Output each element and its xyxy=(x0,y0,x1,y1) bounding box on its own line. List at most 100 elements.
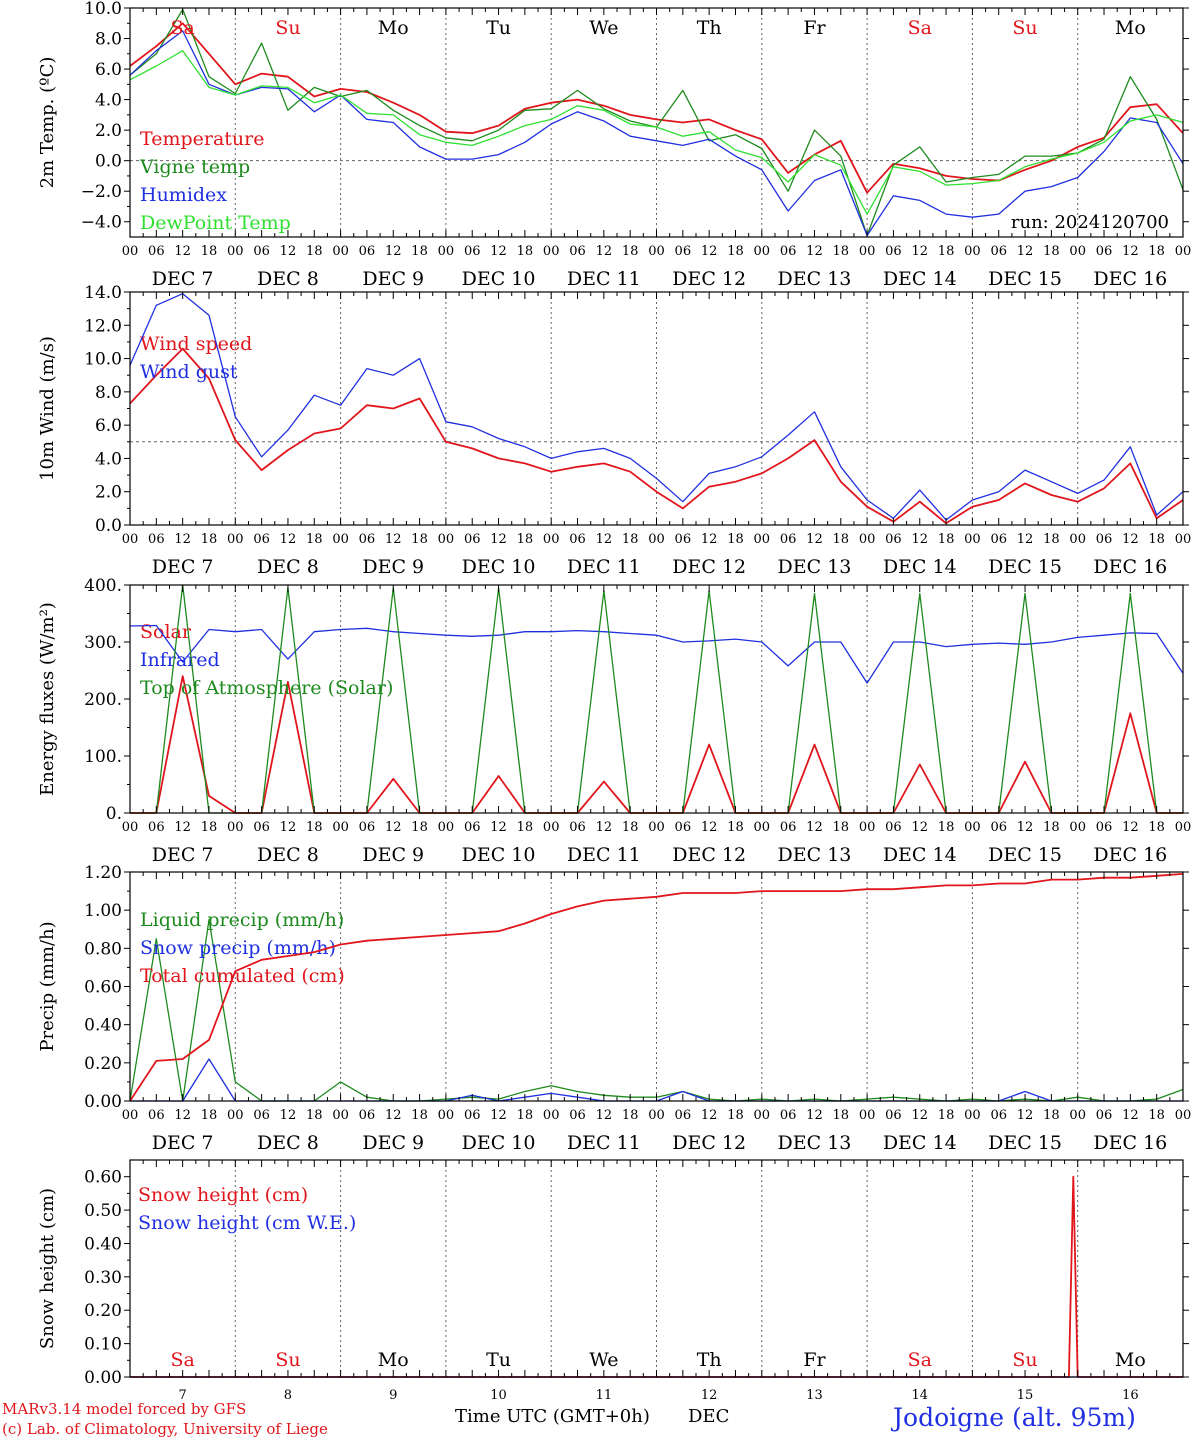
wind-date-label: DEC 9 xyxy=(362,556,424,578)
station-title: Jodoigne (alt. 95m) xyxy=(893,1403,1136,1432)
temp-y-axis-label: 2m Temp. (ºC) xyxy=(37,57,58,189)
precip-ytick-label: 0.80 xyxy=(84,939,122,959)
temp-date-label: DEC 12 xyxy=(672,268,746,290)
precip-hour-tick-label: 12 xyxy=(596,1108,613,1123)
wind-hour-tick-label: 18 xyxy=(1148,532,1165,547)
temp-hour-tick-label: 12 xyxy=(1122,244,1139,259)
energy-hour-tick-label: 12 xyxy=(490,820,507,835)
energy-hour-tick-label: 12 xyxy=(280,820,297,835)
temp-weekday-label: We xyxy=(589,17,618,39)
precip-hour-tick-label: 12 xyxy=(385,1108,402,1123)
precip-date-label: DEC 8 xyxy=(257,1132,319,1154)
temp-weekday-label: Sa xyxy=(908,17,932,39)
energy-hour-tick-label: 12 xyxy=(596,820,613,835)
model-credit: MARv3.14 model forced by GFS xyxy=(2,1400,247,1418)
snow-weekday-label: Su xyxy=(1012,1349,1037,1371)
bottom-day-number: 13 xyxy=(806,1388,823,1403)
precip-hour-tick-label: 00 xyxy=(227,1108,244,1123)
precip-date-label: DEC 12 xyxy=(672,1132,746,1154)
energy-date-label: DEC 13 xyxy=(778,844,852,866)
wind-hour-tick-label: 00 xyxy=(543,532,560,547)
energy-hour-tick-label: 18 xyxy=(306,820,323,835)
precip-hour-tick-label: 06 xyxy=(148,1108,165,1123)
temp-hour-tick-label: 12 xyxy=(174,244,191,259)
temp-ytick-label: 4.0 xyxy=(95,91,122,111)
temp-hour-tick-label: 18 xyxy=(1043,244,1060,259)
bottom-day-number: 7 xyxy=(179,1388,187,1403)
snow-y-axis-label: Snow height (cm) xyxy=(37,1188,58,1349)
precip-hour-tick-label: 18 xyxy=(938,1108,955,1123)
energy-y-axis-label: Energy fluxes (W/m²) xyxy=(37,602,58,796)
temp-hour-tick-label: 06 xyxy=(1096,244,1113,259)
temp-legend-entry: Humidex xyxy=(140,184,227,206)
precip-date-label: DEC 11 xyxy=(567,1132,641,1154)
energy-date-label: DEC 12 xyxy=(672,844,746,866)
wind-legend-entry: Wind gust xyxy=(140,361,238,383)
snow-legend-entry: Snow height (cm W.E.) xyxy=(138,1212,356,1234)
precip-ytick-label: 0.20 xyxy=(84,1054,122,1074)
precip-hour-tick-label: 12 xyxy=(490,1108,507,1123)
energy-hour-tick-label: 18 xyxy=(1043,820,1060,835)
energy-hour-tick-label: 00 xyxy=(1175,820,1192,835)
energy-hour-tick-label: 06 xyxy=(464,820,481,835)
energy-series-2-line xyxy=(130,584,1183,814)
wind-hour-tick-label: 12 xyxy=(701,532,718,547)
temp-legend-entry: Temperature xyxy=(140,128,264,150)
wind-hour-tick-label: 06 xyxy=(1096,532,1113,547)
wind-hour-tick-label: 06 xyxy=(885,532,902,547)
energy-hour-tick-label: 00 xyxy=(438,820,455,835)
temp-hour-tick-label: 00 xyxy=(227,244,244,259)
wind-hour-tick-label: 06 xyxy=(780,532,797,547)
wind-hour-tick-label: 00 xyxy=(859,532,876,547)
temp-weekday-label: Mo xyxy=(378,17,409,39)
temp-hour-tick-label: 00 xyxy=(964,244,981,259)
precip-ytick-label: 0.60 xyxy=(84,978,122,998)
snow-weekday-label: Mo xyxy=(1115,1349,1146,1371)
wind-hour-tick-label: 12 xyxy=(280,532,297,547)
temp-hour-tick-label: 18 xyxy=(938,244,955,259)
precip-ytick-label: 0.40 xyxy=(84,1016,122,1036)
precip-hour-tick-label: 18 xyxy=(1148,1108,1165,1123)
energy-hour-tick-label: 12 xyxy=(1017,820,1034,835)
wind-hour-tick-label: 12 xyxy=(806,532,823,547)
temp-hour-tick-label: 18 xyxy=(833,244,850,259)
precip-legend-entry: Liquid precip (mm/h) xyxy=(140,909,344,931)
bottom-day-number: 12 xyxy=(701,1388,718,1403)
snow-weekday-label: Su xyxy=(275,1349,300,1371)
precip-hour-tick-label: 18 xyxy=(411,1108,428,1123)
wind-date-label: DEC 15 xyxy=(988,556,1062,578)
wind-y-axis-label: 10m Wind (m/s) xyxy=(37,336,58,481)
precip-hour-tick-label: 18 xyxy=(622,1108,639,1123)
wind-hour-tick-label: 12 xyxy=(490,532,507,547)
wind-hour-tick-label: 06 xyxy=(464,532,481,547)
temp-date-label: DEC 9 xyxy=(362,268,424,290)
temp-hour-tick-label: 06 xyxy=(148,244,165,259)
wind-date-label: DEC 8 xyxy=(257,556,319,578)
wind-ytick-label: 14.0 xyxy=(84,283,122,303)
snow-ytick-label: 0.10 xyxy=(84,1335,122,1355)
snow-ytick-label: 0.30 xyxy=(84,1268,122,1288)
energy-hour-tick-label: 12 xyxy=(911,820,928,835)
precip-hour-tick-label: 06 xyxy=(359,1108,376,1123)
temp-hour-tick-label: 12 xyxy=(280,244,297,259)
precip-date-label: DEC 14 xyxy=(883,1132,957,1154)
temp-hour-tick-label: 06 xyxy=(780,244,797,259)
temp-hour-tick-label: 12 xyxy=(385,244,402,259)
energy-date-label: DEC 14 xyxy=(883,844,957,866)
wind-ytick-label: 6.0 xyxy=(95,416,122,436)
energy-hour-tick-label: 18 xyxy=(411,820,428,835)
wind-hour-tick-label: 18 xyxy=(517,532,534,547)
energy-hour-tick-label: 06 xyxy=(675,820,692,835)
wind-hour-tick-label: 00 xyxy=(1175,532,1192,547)
wind-hour-tick-label: 00 xyxy=(648,532,665,547)
precip-date-label: DEC 9 xyxy=(362,1132,424,1154)
energy-hour-tick-label: 00 xyxy=(754,820,771,835)
temp-hour-tick-label: 00 xyxy=(859,244,876,259)
precip-hour-tick-label: 00 xyxy=(332,1108,349,1123)
wind-legend-entry: Wind speed xyxy=(140,333,252,355)
temp-hour-tick-label: 06 xyxy=(569,244,586,259)
energy-plot-frame xyxy=(129,584,1184,814)
bottom-day-number: 11 xyxy=(596,1388,613,1403)
temp-series-3-line xyxy=(129,50,1184,215)
precip-hour-tick-label: 06 xyxy=(464,1108,481,1123)
